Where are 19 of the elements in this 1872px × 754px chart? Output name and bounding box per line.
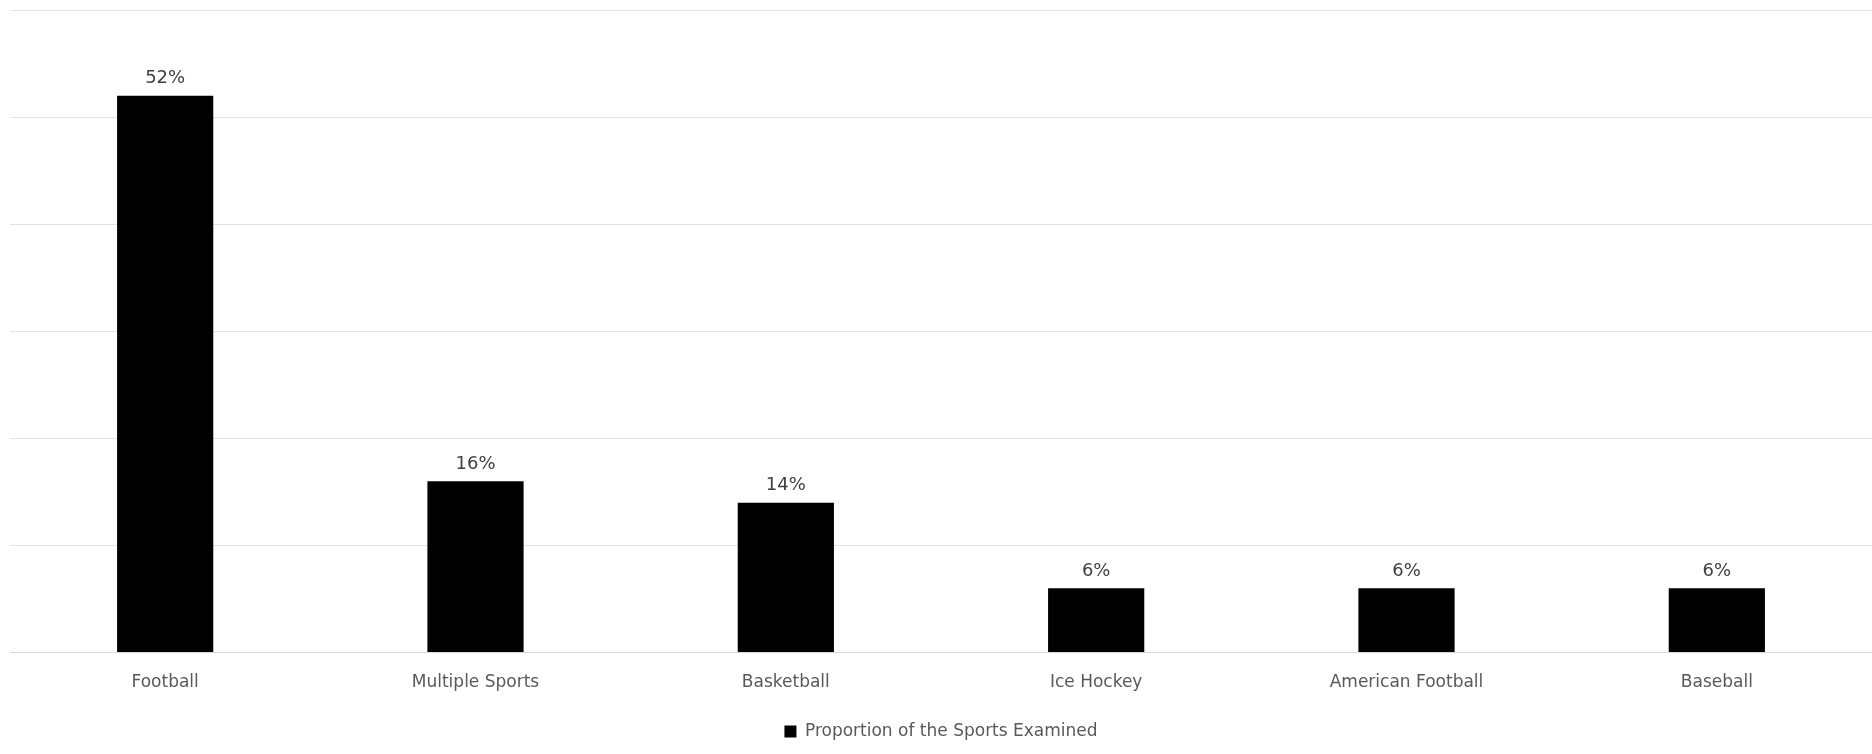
data-label: 16% [455, 451, 496, 473]
bar [1668, 588, 1765, 653]
data-label: 14% [765, 473, 806, 495]
x-tick-label: Multiple Sports [411, 671, 540, 692]
data-label: 6% [1702, 559, 1732, 581]
bar [117, 95, 214, 653]
x-tick-label: American Football [1329, 671, 1484, 692]
data-label: 52% [145, 66, 186, 88]
x-tick-label: Ice Hockey [1049, 671, 1143, 692]
bar [1358, 588, 1455, 653]
bar [1048, 588, 1145, 653]
bar [427, 481, 524, 653]
bar [737, 502, 834, 653]
x-tick-label: Baseball [1680, 671, 1753, 692]
data-label: 6% [1392, 559, 1421, 581]
x-tick-label: Football [131, 671, 199, 692]
data-label: 6% [1081, 559, 1111, 581]
legend-label: Proportion of the Sports Examined [804, 719, 1098, 740]
x-tick-label: Basketball [741, 671, 830, 692]
